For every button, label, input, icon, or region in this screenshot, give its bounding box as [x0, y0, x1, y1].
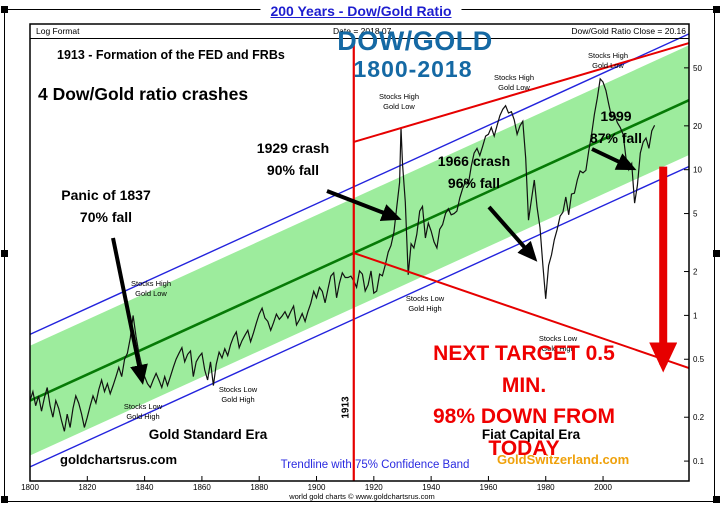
selection-handle-top-left[interactable]	[1, 6, 8, 13]
ratio-close-label: Dow/Gold Ratio Close = 20.16	[571, 26, 686, 36]
dow-gold-ratio-line	[29, 77, 656, 432]
y-axis-label: 0.2	[693, 413, 705, 422]
chart-point-label: Stocks Low Gold High	[123, 402, 163, 421]
selection-handle-top-right[interactable]	[713, 6, 720, 13]
x-axis-label: 1840	[136, 483, 154, 492]
selection-handle-bottom-left[interactable]	[1, 496, 8, 503]
selection-handle-bottom-right[interactable]	[713, 496, 720, 503]
y-axis-label: 2	[693, 268, 698, 277]
x-axis-label: 1820	[78, 483, 96, 492]
lower-channel-line	[29, 165, 690, 468]
chart-point-label: Stocks High Gold Low	[587, 51, 629, 70]
x-axis-label: 1880	[250, 483, 268, 492]
year-1913-vertical-label: 1913	[340, 396, 352, 419]
chart-heading-line2: 1800-2018	[353, 56, 473, 82]
fiat-capital-era-label: Fiat Capital Era	[481, 427, 581, 442]
goldswitzerland-credit: GoldSwitzerland.com	[497, 452, 630, 467]
chart-point-label: Stocks Low Gold High	[218, 385, 258, 404]
y-axis-label: 20	[693, 122, 702, 131]
x-axis-label: 1980	[537, 483, 555, 492]
x-axis-label: 1860	[193, 483, 211, 492]
x-axis-label: 2000	[594, 483, 612, 492]
selection-handle-mid-left[interactable]	[1, 250, 8, 257]
y-axis-label: 1	[693, 311, 698, 320]
trendline	[29, 98, 690, 402]
gold-standard-era-label: Gold Standard Era	[148, 427, 268, 442]
chart-point-label: Stocks High Gold Low	[493, 73, 535, 92]
y-axis-label: 10	[693, 166, 702, 175]
x-axis-label: 1920	[365, 483, 383, 492]
fed-formation-note: 1913 - Formation of the FED and FRBs	[57, 48, 285, 62]
annotation-arrow	[487, 205, 538, 262]
chart-point-label: Stocks Low Gold High	[405, 294, 445, 313]
red-wedge-upper	[353, 42, 690, 143]
annotation-arrow	[591, 147, 637, 171]
page-title: 200 Years - Dow/Gold Ratio	[260, 3, 462, 19]
trendline-caption: Trendline with 75% Confidence Band	[280, 459, 470, 471]
x-axis-label: 1960	[480, 483, 498, 492]
crash-1966-annotation: 1966 crash 96% fall	[437, 153, 511, 191]
red-wedge-lower	[353, 252, 690, 370]
y-axis-label: 50	[693, 64, 702, 73]
annotation-arrow	[111, 237, 148, 385]
crash-1929-annotation: 1929 crash 90% fall	[256, 140, 330, 178]
chart-heading-line1: DOW/GOLD	[337, 26, 493, 56]
goldchartsrus-credit: goldchartsrus.com	[60, 452, 178, 467]
y-axis-label: 0.1	[693, 457, 705, 466]
chart-point-label: Stocks High Gold Low	[378, 92, 420, 111]
copyright-footer: world gold charts © www.goldchartsrus.co…	[289, 492, 435, 501]
upper-channel-line	[29, 33, 690, 335]
annotation-arrow	[326, 189, 402, 221]
log-format-label: Log Format	[36, 26, 80, 36]
panic-1837-annotation: Panic of 1837 70% fall	[61, 187, 151, 225]
plot-frame	[29, 23, 690, 482]
chart-point-label: Stocks Low Gold High	[538, 334, 578, 353]
selection-handle-mid-right[interactable]	[713, 250, 720, 257]
date-label: Date = 2018.07	[333, 26, 392, 36]
y-axis-label: 5	[693, 210, 698, 219]
chart-point-label: Stocks High Gold Low	[130, 279, 172, 298]
x-axis-label: 1940	[422, 483, 440, 492]
x-axis-label: 1900	[308, 483, 326, 492]
four-crashes-note: 4 Dow/Gold ratio crashes	[38, 84, 249, 104]
y-axis-label: 0.5	[693, 355, 705, 364]
next-target-annotation: NEXT TARGET 0.5 MIN. 98% DOWN FROM TODAY	[432, 342, 615, 460]
crash-1999-annotation: 1999 87% fall	[589, 108, 643, 146]
x-axis-label: 1800	[21, 483, 39, 492]
